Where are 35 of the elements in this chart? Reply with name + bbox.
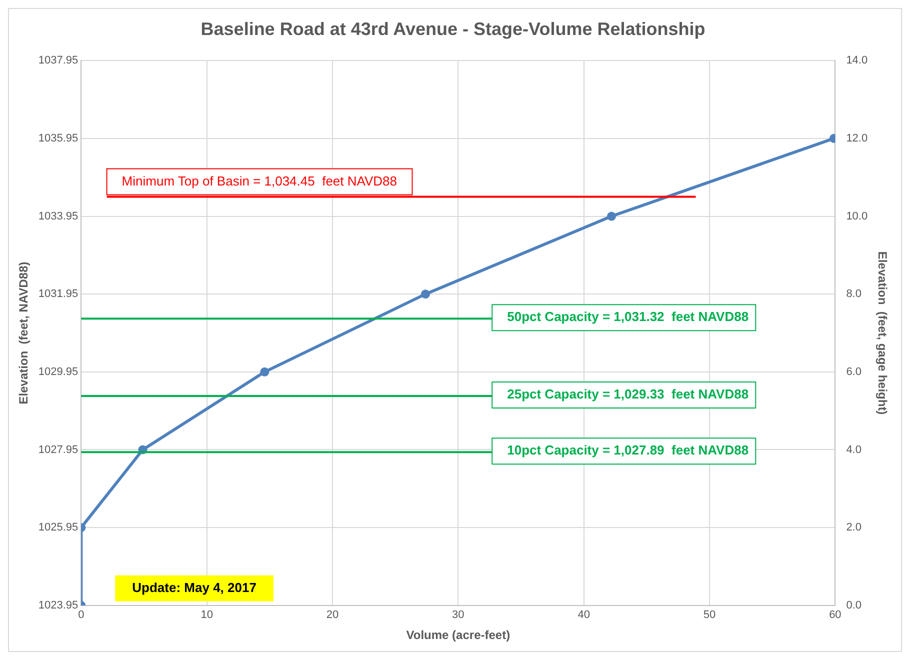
y2-tick-label: 2.0: [846, 522, 862, 534]
y-tick-label: 1035.95: [38, 132, 78, 144]
y2-tick-label: 0.0: [846, 599, 862, 612]
x-axis-title: Volume (acre-feet): [406, 628, 510, 642]
x-tick-label: 60: [829, 609, 842, 622]
annotation: Update: May 4, 2017: [132, 580, 256, 595]
ref-line-label: 50pct Capacity = 1,031.32 feet NAVD88: [507, 309, 749, 324]
y2-tick-label: 8.0: [846, 288, 862, 300]
point: [606, 212, 616, 221]
y-axis-title: Elevation (feet, NAVD88): [16, 262, 31, 404]
ref-line-label: 10pct Capacity = 1,027.89 feet NAVD88: [507, 442, 749, 458]
y2-tick-label: 4.0: [846, 444, 862, 456]
y2-tick-label: 6.0: [846, 366, 862, 378]
y-tick-label: 1029.95: [38, 366, 78, 378]
point: [421, 290, 430, 299]
x-tick-label: 0: [78, 609, 84, 622]
y-tick-label: 1025.95: [38, 522, 78, 534]
y-tick-label: 1027.95: [38, 444, 78, 456]
y2-axis-title: Elevation (feet, gage height): [875, 251, 890, 415]
ref-line-label: 25pct Capacity = 1,029.33 feet NAVD88: [507, 386, 749, 402]
y-tick-label: 1031.95: [38, 288, 78, 300]
x-tick-label: 30: [452, 609, 464, 622]
y-tick-label: 1023.95: [38, 599, 78, 612]
x-tick-label: 40: [578, 609, 590, 622]
chart-title: Baseline Road at 43rd Avenue - Stage-Volume Relationship: [200, 18, 706, 39]
y-tick-label: 1037.95: [38, 54, 78, 67]
y2-tick-label: 12.0: [846, 132, 868, 144]
y-tick-label: 1033.95: [38, 210, 78, 222]
x-tick-label: 20: [326, 609, 339, 622]
x-tick-label: 10: [200, 609, 213, 622]
ref-line-label: Minimum Top of Basin = 1,034.45 feet NAVD88: [122, 173, 397, 188]
x-tick-label: 50: [703, 609, 716, 622]
point: [260, 367, 270, 376]
y2-tick-label: 10.0: [846, 210, 868, 222]
y2-tick-label: 14.0: [846, 54, 868, 67]
